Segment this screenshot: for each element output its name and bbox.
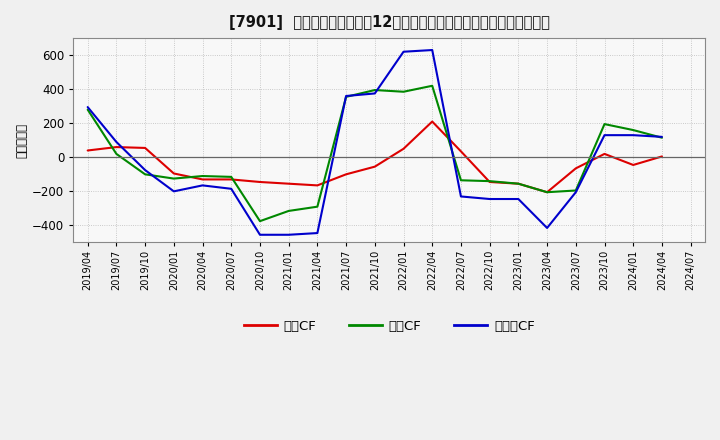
Y-axis label: （百万円）: （百万円） [15,123,28,158]
投資CF [456,178,465,183]
営業CF [284,181,293,186]
営業CF [371,164,379,169]
投資CF [227,174,235,180]
フリーCF [198,183,207,188]
Line: 投資CF: 投資CF [88,86,662,221]
営業CF [256,180,264,185]
投資CF [169,176,178,181]
営業CF [428,119,436,124]
フリーCF [629,132,637,138]
フリーCF [514,196,523,202]
営業CF [342,172,351,177]
投資CF [84,107,92,112]
営業CF [84,148,92,153]
フリーCF [256,232,264,238]
フリーCF [399,49,408,55]
フリーCF [657,134,666,139]
フリーCF [600,132,609,138]
営業CF [227,177,235,182]
投資CF [284,208,293,213]
投資CF [514,181,523,186]
フリーCF [572,190,580,195]
営業CF [399,146,408,151]
フリーCF [284,232,293,238]
投資CF [313,204,322,209]
Line: 営業CF: 営業CF [88,121,662,192]
フリーCF [456,194,465,199]
フリーCF [141,168,150,173]
フリーCF [112,139,121,145]
営業CF [141,145,150,150]
投資CF [572,188,580,193]
フリーCF [342,93,351,99]
投資CF [198,173,207,179]
投資CF [629,128,637,133]
投資CF [256,219,264,224]
投資CF [371,88,379,93]
フリーCF [169,189,178,194]
フリーCF [485,196,494,202]
営業CF [514,181,523,186]
営業CF [600,151,609,157]
投資CF [342,94,351,99]
フリーCF [313,231,322,236]
Line: フリーCF: フリーCF [88,50,662,235]
投資CF [543,190,552,195]
営業CF [572,166,580,171]
フリーCF [371,91,379,96]
フリーCF [227,186,235,191]
フリーCF [84,104,92,110]
営業CF [169,171,178,176]
営業CF [456,149,465,154]
営業CF [657,154,666,159]
投資CF [600,121,609,127]
営業CF [198,177,207,182]
フリーCF [543,225,552,231]
投資CF [657,135,666,140]
投資CF [112,151,121,157]
Title: [7901]  キャッシュフローの12か月移動合計の対前年同期増減額の推移: [7901] キャッシュフローの12か月移動合計の対前年同期増減額の推移 [229,15,549,30]
フリーCF [428,48,436,53]
営業CF [629,162,637,168]
営業CF [112,144,121,150]
営業CF [313,183,322,188]
投資CF [428,83,436,88]
営業CF [543,190,552,195]
営業CF [485,180,494,185]
Legend: 営業CF, 投資CF, フリーCF: 営業CF, 投資CF, フリーCF [238,315,540,338]
投資CF [399,89,408,95]
投資CF [485,179,494,184]
投資CF [141,172,150,177]
